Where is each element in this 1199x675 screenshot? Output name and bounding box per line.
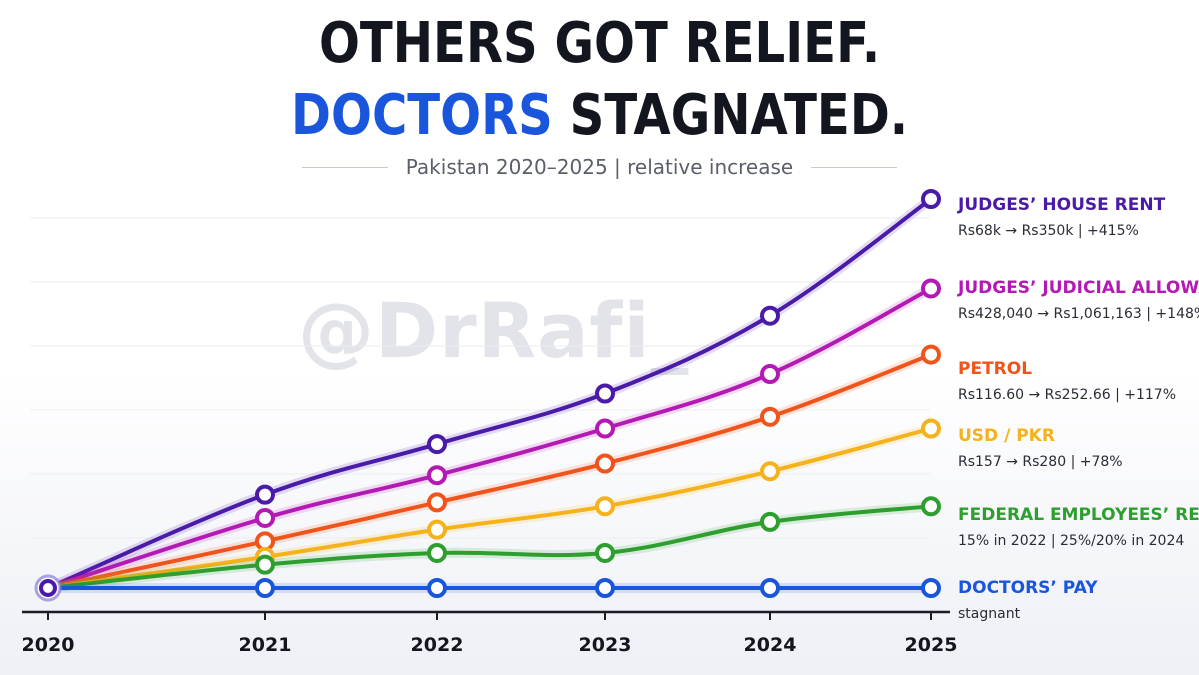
data-point [760, 461, 780, 482]
x-tick-label: 2021 [239, 634, 292, 656]
chart-title-line-2: DOCTORS STAGNATED. [84, 86, 1115, 146]
x-tick-label: 2025 [905, 634, 958, 656]
legend-series-description: stagnant [958, 606, 1021, 622]
legend-entry: JUDGES’ JUDICIAL ALLOWANCE Rs428,040 → Rs… [958, 278, 1199, 322]
series-0 [43, 189, 941, 593]
legend-series-description: 15% in 2022 | 25%/20% in 2024 [958, 533, 1185, 549]
legend-series-name: DOCTORS’ PAY [958, 578, 1098, 598]
title-rest: STAGNATED. [552, 83, 909, 148]
data-point [427, 434, 447, 455]
data-point [427, 519, 447, 540]
legend-series-name: JUDGES’ JUDICIAL ALLOWANCE [958, 278, 1199, 298]
chart-subtitle: Pakistan 2020–2025 | relative increase [405, 155, 794, 179]
legend-series-description: Rs116.60 → Rs252.66 | +117% [958, 387, 1177, 403]
series-line [46, 426, 933, 590]
series-2 [43, 344, 941, 593]
legend-series-name: FEDERAL EMPLOYEES’ RELIEF [958, 505, 1199, 525]
series-1 [43, 278, 941, 593]
data-point [595, 418, 615, 439]
data-point [921, 578, 941, 598]
legend-entry: USD / PKR Rs157 → Rs280 | +78% [958, 426, 1123, 470]
legend-series-description: Rs428,040 → Rs1,061,163 | +148% [958, 306, 1199, 322]
watermark: @DrRafi_ [298, 286, 690, 375]
data-point [595, 542, 615, 563]
data-point [921, 189, 941, 209]
legend-series-description: Rs157 → Rs280 | +78% [958, 454, 1123, 470]
data-point [255, 507, 275, 528]
data-point [427, 492, 447, 513]
data-point [760, 305, 780, 326]
legend-entry: DOCTORS’ PAY stagnant [958, 578, 1098, 622]
title-highlight-doctors: DOCTORS [291, 83, 553, 148]
legend-entry: FEDERAL EMPLOYEES’ RELIEF 15% in 2022 | 2… [958, 505, 1199, 549]
series-line [46, 286, 933, 590]
series-line [46, 504, 933, 590]
data-point [427, 465, 447, 486]
data-point [255, 554, 275, 575]
data-point [255, 484, 275, 505]
data-point [760, 578, 780, 598]
data-point [595, 496, 615, 517]
origin-point [39, 579, 57, 597]
subtitle-rule-right [811, 166, 898, 168]
data-point [921, 496, 941, 517]
legend-entry: JUDGES’ HOUSE RENT Rs68k → Rs350k | +415% [958, 195, 1165, 239]
data-point [760, 511, 780, 532]
series-5 [43, 578, 941, 598]
x-tick-label: 2020 [22, 634, 75, 656]
x-tick-label: 2024 [744, 634, 797, 656]
data-point [760, 364, 780, 385]
legend-series-description: Rs68k → Rs350k | +415% [958, 223, 1139, 239]
subtitle-rule-left [301, 166, 388, 168]
legend-series-name: PETROL [958, 359, 1033, 379]
legend-series-name: JUDGES’ HOUSE RENT [958, 195, 1166, 215]
grid-lines [30, 217, 930, 539]
series-line [46, 352, 933, 590]
x-axis: 2020 2021 2022 2023 2024 2025 [22, 610, 958, 656]
series-line [46, 197, 933, 590]
data-point [595, 578, 615, 598]
legend-entry: PETROL Rs116.60 → Rs252.66 | +117% [958, 359, 1176, 403]
x-tick-label: 2023 [579, 634, 632, 656]
series-lines [34, 189, 941, 602]
data-point [427, 542, 447, 563]
data-point [760, 406, 780, 427]
series-4 [43, 496, 941, 593]
series-3 [43, 418, 941, 593]
x-tick-label: 2022 [411, 634, 464, 656]
data-point [921, 278, 941, 299]
legend-series-name: USD / PKR [958, 426, 1055, 446]
data-point [595, 453, 615, 474]
data-point [921, 344, 941, 365]
data-point [255, 578, 275, 598]
subtitle-row: Pakistan 2020–2025 | relative increase [0, 155, 1199, 179]
data-point [921, 418, 941, 439]
data-point [595, 383, 615, 404]
chart-title-line-1: OTHERS GOT RELIEF. [318, 11, 881, 76]
data-point [427, 578, 447, 598]
